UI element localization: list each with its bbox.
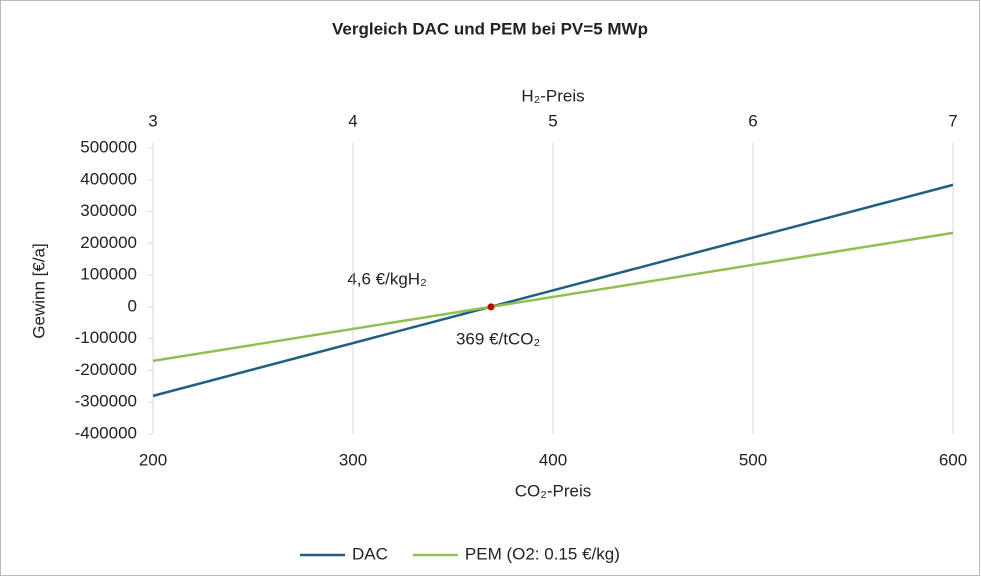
x-tick-label: 600 [939,450,967,469]
y-tick-label: 100000 [80,265,137,284]
y-axis-label: Gewinn [€/a] [29,243,48,338]
legend-label: DAC [352,544,388,563]
annotation: 369 €/tCO₂ [456,329,540,348]
y-tick-label: 300000 [80,201,137,220]
x2-tick-label: 3 [148,111,157,130]
annotation: 4,6 €/kgH₂ [347,269,426,288]
x-tick-label: 400 [539,450,567,469]
x2-tick-label: 7 [948,111,957,130]
y-tick-label: 0 [128,296,137,315]
x-tick-label: 300 [339,450,367,469]
x-axis-label: CO₂-Preis [515,481,592,500]
x2-tick-label: 5 [548,111,557,130]
x2-tick-label: 4 [348,111,357,130]
x-tick-label: 500 [739,450,767,469]
x2-tick-label: 6 [748,111,757,130]
chart-title: Vergleich DAC und PEM bei PV=5 MWp [332,19,648,38]
intersection-point [487,303,495,311]
y-tick-label: -400000 [75,423,137,442]
y-tick-label: 400000 [80,169,137,188]
line-series [152,183,954,398]
x-tick-label: 200 [139,450,167,469]
y-tick-label: -200000 [75,360,137,379]
x2-axis-label: H₂-Preis [521,86,584,105]
line-series [152,231,954,363]
legend-label: PEM (O2: 0.15 €/kg) [465,544,620,563]
y-tick-label: -300000 [75,392,137,411]
y-tick-label: 200000 [80,233,137,252]
y-tick-label: 500000 [80,137,137,156]
y-tick-label: -100000 [75,328,137,347]
